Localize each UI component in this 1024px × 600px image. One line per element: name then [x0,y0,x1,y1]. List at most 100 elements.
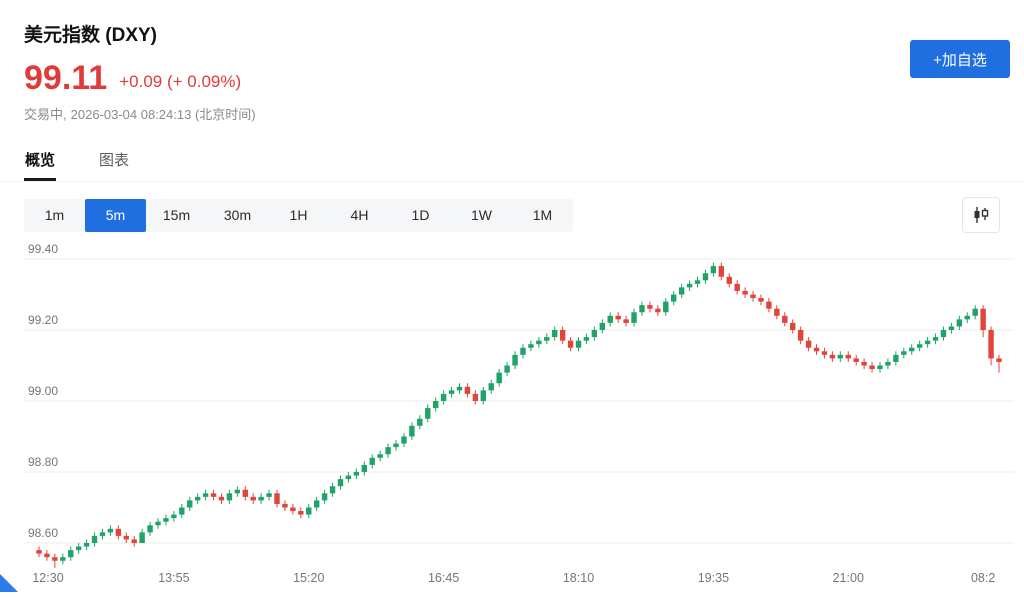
candle [702,269,709,284]
candle [726,273,732,288]
candle [512,351,518,370]
candle [313,496,320,512]
candle [139,528,145,543]
candle [417,415,423,430]
timeframe-1w[interactable]: 1W [471,207,492,223]
candle [980,305,986,338]
timeframe-30m[interactable]: 30m [223,207,252,223]
candle [742,287,748,299]
candle [599,319,606,334]
x-tick-label: 12:30 [32,571,63,585]
candle [123,532,129,543]
candle [226,489,233,504]
candle [956,315,963,330]
chart-style-button[interactable] [962,197,1000,233]
candle [385,443,391,458]
candle [940,326,947,341]
candle [361,461,367,476]
candle [298,507,304,519]
last-price: 99.11 [24,59,108,97]
candle [552,326,558,341]
candlestick-chart[interactable]: 99.40 99.20 99.00 98.80 98.60 12:30 13:55 15:20… [24,241,1014,591]
candle [813,344,820,355]
candle [869,361,875,373]
candle [131,535,137,547]
timeframe-4h[interactable]: 4H [350,207,369,223]
candle [694,276,701,288]
candle [107,525,114,536]
candle [194,493,201,504]
candle [329,482,336,497]
candle [464,383,471,398]
candle [575,337,582,352]
candle [520,344,526,359]
candle [353,468,360,480]
candle [345,472,352,483]
candle [234,486,241,497]
candle [853,354,859,366]
add-watchlist-button[interactable]: +加自选 [910,40,1010,78]
candle [885,358,891,370]
y-tick-label: 99.00 [28,384,58,398]
candle [99,528,106,540]
timeframe-15m[interactable]: 15m [162,207,191,223]
candle [972,305,978,320]
candle [996,354,1002,373]
candle [686,280,693,291]
candle [797,326,804,345]
candle [671,290,677,306]
candle [821,347,828,359]
x-tick-label: 13:55 [158,571,189,585]
candle [480,386,486,405]
candle [393,440,399,451]
candle [655,305,661,316]
candle [163,514,169,526]
candle [155,518,161,529]
x-tick-label: 21:00 [833,571,864,585]
candle [496,369,502,387]
candle [607,312,613,327]
candle [639,301,645,316]
price-change: +0.09 (+ 0.09%) [119,72,242,91]
candle [877,361,883,373]
candle [805,337,812,352]
candle [68,546,74,561]
candle [734,280,740,295]
tab-chart[interactable]: 图表 [99,152,130,169]
candle [567,337,574,352]
candle [837,351,844,362]
candle [36,546,42,558]
candle [663,298,669,316]
candle [218,493,225,504]
timeframe-1h[interactable]: 1H [289,207,308,223]
x-tick-label: 18:10 [563,571,594,585]
candle [425,404,431,423]
candle [623,315,629,327]
status-label: 交易中, [24,107,67,122]
candle [861,358,867,370]
candle [916,340,923,352]
timeframe-1m[interactable]: 1M [532,207,553,223]
candle [258,493,264,504]
candle [91,532,98,547]
x-tick-label: 08:2 [971,571,995,585]
timeframe-5m[interactable]: 5m [85,198,146,232]
candle [179,503,185,519]
candle [488,379,494,394]
chart-area: 99.40 99.20 99.00 98.80 98.60 12:30 13:55 15:20… [24,241,1024,596]
candle [678,283,685,299]
candle [401,432,407,448]
candle [52,553,58,568]
candle [202,489,209,501]
timeframe-1m[interactable]: 1m [44,207,65,223]
candle [282,500,288,512]
candle [583,333,590,345]
timeframe-1d[interactable]: 1D [411,207,430,223]
candle [750,290,756,302]
candle [274,489,280,508]
candle [615,312,621,323]
tab-overview[interactable]: 概览 [24,143,57,181]
candle [901,347,907,359]
candle [544,333,550,345]
candle [758,294,764,306]
